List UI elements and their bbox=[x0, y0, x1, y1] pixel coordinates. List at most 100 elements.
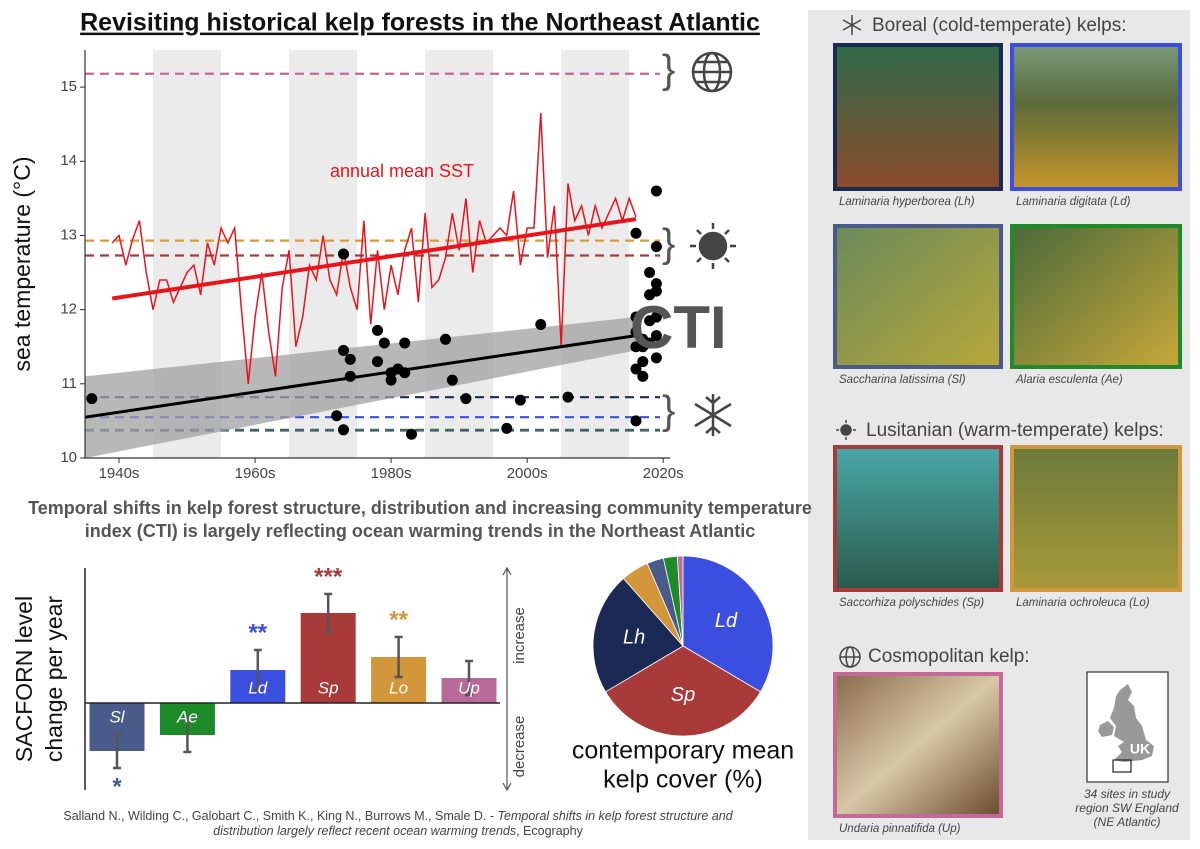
cti-point bbox=[331, 410, 343, 422]
significance: ** bbox=[389, 606, 408, 633]
icons: } } } bbox=[662, 15, 862, 668]
citation: Salland N., Wilding C., Galobart C., Smi… bbox=[63, 809, 733, 823]
cti-point bbox=[630, 326, 642, 338]
x-tick-label: 1940s bbox=[99, 465, 140, 482]
photo-caption: Undaria pinnatifida (Up) bbox=[839, 823, 961, 835]
brace: } bbox=[662, 48, 675, 92]
bar-label: Ae bbox=[176, 707, 198, 726]
globe-icon bbox=[691, 51, 733, 93]
bar-label: Up bbox=[458, 678, 480, 697]
map-note: region SW England bbox=[1075, 801, 1179, 815]
cti-point bbox=[637, 370, 649, 382]
kelp-photo bbox=[833, 672, 1003, 818]
pie-title: kelp cover (%) bbox=[603, 766, 763, 794]
cti-point bbox=[372, 356, 383, 368]
cti-point bbox=[344, 370, 356, 382]
sun-icon bbox=[690, 223, 736, 269]
trend-line bbox=[84, 334, 637, 419]
cti-point bbox=[644, 267, 656, 279]
significance: *** bbox=[314, 563, 343, 590]
cti-point bbox=[378, 337, 390, 349]
cti-point bbox=[460, 393, 472, 405]
map-note: 34 sites in study bbox=[1084, 787, 1171, 801]
y-axis-label: SACFORN level bbox=[11, 596, 37, 762]
cti-point bbox=[562, 391, 574, 403]
slice-label: Ld bbox=[715, 610, 738, 632]
bar-label: Sl bbox=[109, 707, 125, 726]
slice-label: Lh bbox=[623, 627, 645, 649]
cti-point bbox=[630, 415, 642, 427]
caption: index (CTI) is largely reflecting ocean … bbox=[85, 521, 755, 541]
snowflake-icon bbox=[694, 394, 732, 436]
cti-point bbox=[399, 337, 411, 349]
arrow-head bbox=[502, 566, 512, 792]
x-tick-label: 2020s bbox=[643, 465, 684, 482]
cti-point bbox=[385, 374, 397, 386]
direction-label: increase bbox=[511, 607, 528, 664]
kelp-photo bbox=[833, 445, 1003, 592]
brace: } bbox=[662, 389, 675, 433]
main: annual mean SST CTI 10 11 12 13 14 15 1940s 1960s… bbox=[9, 15, 1182, 835]
bar-label: Ld bbox=[248, 678, 267, 697]
cti-point bbox=[644, 337, 656, 349]
cti-point bbox=[440, 333, 452, 345]
cti-label: CTI bbox=[630, 294, 727, 361]
sst-line bbox=[111, 113, 637, 384]
map-label: UK bbox=[1130, 741, 1150, 757]
cti-point bbox=[372, 324, 383, 336]
slice-label: Sp bbox=[671, 684, 695, 706]
y-tick-label: 14 bbox=[60, 152, 77, 169]
citation-title: distribution largely reflect recent ocea… bbox=[213, 824, 516, 838]
photo-caption: Laminaria ochroleuca (Lo) bbox=[1016, 597, 1150, 609]
cti-point bbox=[337, 424, 349, 436]
bar-label: Lo bbox=[389, 678, 408, 697]
photo-caption: Alaria esculenta (Ae) bbox=[1015, 374, 1123, 386]
pie-slice bbox=[604, 645, 762, 737]
photo-caption: Laminaria hyperborea (Lh) bbox=[839, 196, 975, 208]
y-axis-label: change per year bbox=[41, 596, 67, 763]
cti-point bbox=[535, 318, 547, 330]
y-tick-label: 11 bbox=[61, 375, 77, 392]
cti-point bbox=[650, 352, 662, 364]
series-label: annual mean SST bbox=[330, 161, 474, 181]
study-region bbox=[1112, 759, 1132, 773]
kelp-photo bbox=[833, 43, 1003, 191]
cti-point bbox=[630, 311, 642, 323]
cti-point bbox=[446, 374, 458, 386]
y-tick-label: 10 bbox=[60, 449, 77, 466]
section-heading: Lusitanian (warm-temperate) kelps: bbox=[866, 420, 1164, 441]
cti-point bbox=[337, 248, 349, 260]
cti-point bbox=[86, 393, 98, 405]
cti-point bbox=[650, 311, 662, 323]
cti-point bbox=[501, 422, 513, 434]
map-note: (NE Atlantic) bbox=[1094, 815, 1161, 829]
cti-point bbox=[630, 227, 642, 239]
section-heading: Boreal (cold-temperate) kelps: bbox=[872, 15, 1127, 36]
cti-point bbox=[399, 367, 411, 379]
citation: distribution largely reflect recent ocea… bbox=[213, 824, 583, 838]
cti-point bbox=[406, 428, 418, 440]
cti-point bbox=[650, 285, 662, 297]
decade-band bbox=[561, 50, 630, 458]
citation-authors: Salland N., Wilding C., Galobart C., Smi… bbox=[63, 809, 497, 823]
cti-point bbox=[637, 356, 649, 368]
pie-slice bbox=[682, 555, 774, 693]
brace: } bbox=[662, 222, 675, 266]
cti-point bbox=[650, 330, 662, 342]
y-axis-label: sea temperature (°C) bbox=[9, 157, 35, 372]
x-tick-label: 2000s bbox=[507, 465, 548, 482]
pie-slice bbox=[592, 577, 684, 693]
confidence-band bbox=[85, 317, 636, 458]
section-heading: Cosmopolitan kelp: bbox=[868, 646, 1030, 667]
title: Revisiting historical kelp forests in th… bbox=[80, 9, 760, 37]
significance: * bbox=[112, 773, 122, 800]
y-tick-label: 15 bbox=[60, 78, 77, 95]
trend-line bbox=[111, 217, 637, 301]
citation-title: Temporal shifts in kelp forest structure… bbox=[498, 809, 734, 823]
y-tick-label: 12 bbox=[60, 301, 77, 318]
x-tick-label: 1980s bbox=[371, 465, 412, 482]
photo-caption: Saccorhiza polyschides (Sp) bbox=[839, 597, 984, 609]
bar-label: Sp bbox=[318, 678, 339, 697]
pie-slice bbox=[676, 555, 684, 647]
